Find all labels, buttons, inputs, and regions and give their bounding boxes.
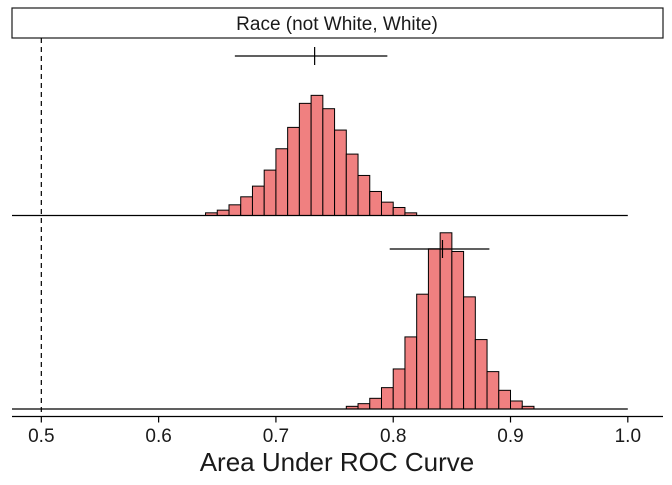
histogram-bar [357,403,371,410]
x-tick-label: 0.6 [145,426,171,447]
x-tick-label: 0.7 [263,426,289,447]
histogram-bar [392,206,406,217]
histogram-bar [310,94,324,216]
facet-strip [11,7,664,39]
panel-2 [12,232,628,410]
histogram-bar [357,174,371,216]
facet-strip-label: Race (not White, White) [236,14,438,35]
histogram-bar [298,102,312,216]
x-tick-label: 1.0 [615,426,641,447]
histogram-bar [392,368,406,410]
panels-layer [12,38,628,416]
histogram-bar [498,389,512,410]
histogram-bar [439,232,453,410]
histogram-bar [322,108,336,216]
histogram-bar [510,400,523,410]
x-tick-label: 0.8 [380,426,406,447]
panel-1 [12,47,628,217]
histogram-bar [216,209,230,217]
histogram-bar [451,250,465,410]
histogram-bar [474,339,488,410]
histogram-bar [345,153,359,216]
histogram-bar [404,336,418,410]
x-tick-label: 0.9 [497,426,523,447]
histogram-bar [486,371,500,410]
x-axis: 0.5 0.6 0.7 0.8 0.9 1.0 [12,415,663,447]
histogram-bar [228,204,242,217]
histogram-bar [380,201,394,216]
histogram-bar [263,169,277,216]
histogram-bar [427,248,441,410]
histogram-bar [380,387,394,410]
histogram-bar [334,129,347,216]
histogram-bar [369,397,382,410]
histogram-bar [463,296,476,410]
x-axis-title: Area Under ROC Curve [200,447,475,477]
histogram-bar [369,190,382,217]
histogram-bar [287,126,300,216]
x-tick-label: 0.5 [28,426,54,447]
histogram-bar [240,196,253,216]
histogram-bar [275,148,289,216]
histogram-bar [251,185,265,217]
histogram-bar [416,293,429,410]
